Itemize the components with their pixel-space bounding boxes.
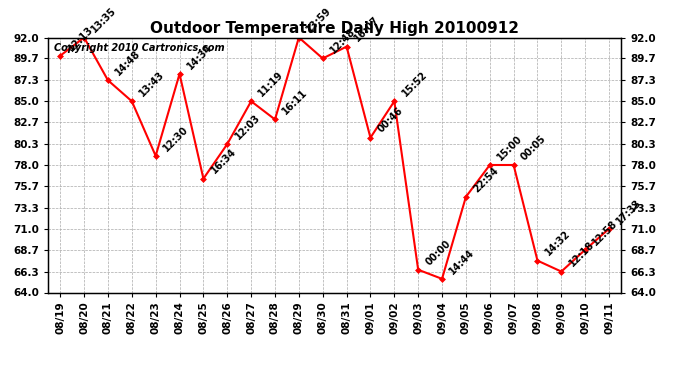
Text: 11:19: 11:19 xyxy=(257,69,286,99)
Text: 12:48: 12:48 xyxy=(328,27,357,56)
Text: 12:58: 12:58 xyxy=(591,218,620,247)
Text: Copyright 2010 Cartronics.com: Copyright 2010 Cartronics.com xyxy=(54,43,225,52)
Text: 12:18: 12:18 xyxy=(567,240,596,269)
Title: Outdoor Temperature Daily High 20100912: Outdoor Temperature Daily High 20100912 xyxy=(150,21,519,36)
Text: 12:30: 12:30 xyxy=(161,124,190,153)
Text: 13:59: 13:59 xyxy=(304,6,333,35)
Text: 13:43: 13:43 xyxy=(137,69,166,99)
Text: 13:35: 13:35 xyxy=(90,6,119,35)
Text: 00:00: 00:00 xyxy=(424,238,453,267)
Text: 22:54: 22:54 xyxy=(471,165,500,194)
Text: 16:34: 16:34 xyxy=(209,147,238,176)
Text: 15:52: 15:52 xyxy=(400,69,429,99)
Text: 15:00: 15:00 xyxy=(495,133,524,162)
Text: 00:46: 00:46 xyxy=(376,106,405,135)
Text: 12:03: 12:03 xyxy=(233,112,262,141)
Text: 00:05: 00:05 xyxy=(519,133,548,162)
Text: 14:44: 14:44 xyxy=(448,247,477,276)
Text: 16:07: 16:07 xyxy=(352,15,381,44)
Text: 16:11: 16:11 xyxy=(281,88,310,117)
Text: 14:34: 14:34 xyxy=(185,42,214,71)
Text: 12:13: 12:13 xyxy=(66,24,95,53)
Text: 14:32: 14:32 xyxy=(543,229,572,258)
Text: 14:48: 14:48 xyxy=(114,48,143,78)
Text: 17:33: 17:33 xyxy=(615,197,644,226)
